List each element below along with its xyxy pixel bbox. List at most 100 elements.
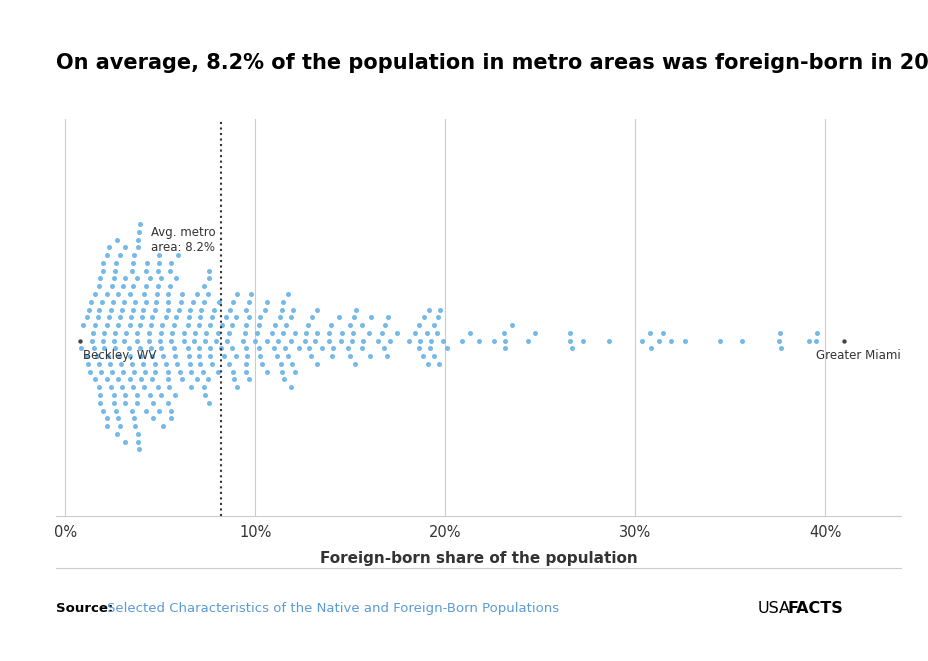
Point bbox=[187, 335, 201, 346]
Point bbox=[92, 359, 107, 369]
Point bbox=[150, 281, 165, 292]
Point bbox=[348, 304, 363, 315]
Point bbox=[223, 304, 238, 315]
Point bbox=[643, 343, 658, 354]
Point bbox=[199, 328, 213, 338]
Point bbox=[655, 328, 670, 338]
Point bbox=[191, 351, 206, 362]
Point bbox=[200, 397, 215, 408]
Point bbox=[138, 281, 153, 292]
Point bbox=[276, 374, 290, 385]
Point bbox=[96, 265, 110, 276]
Point bbox=[168, 390, 183, 401]
Point bbox=[116, 366, 131, 377]
Point bbox=[272, 312, 287, 323]
Point bbox=[285, 304, 300, 315]
Point bbox=[496, 335, 511, 346]
Point bbox=[836, 335, 851, 346]
Point bbox=[142, 328, 157, 338]
Point bbox=[800, 335, 815, 346]
Point bbox=[135, 359, 150, 369]
Point bbox=[238, 359, 253, 369]
Point bbox=[191, 343, 206, 354]
Point bbox=[112, 421, 127, 432]
Point bbox=[92, 304, 107, 315]
Point bbox=[171, 304, 186, 315]
Point bbox=[135, 304, 150, 315]
Point bbox=[161, 382, 175, 393]
Point bbox=[309, 359, 324, 369]
Point bbox=[193, 312, 208, 323]
Point bbox=[83, 366, 97, 377]
Point bbox=[163, 335, 178, 346]
Point bbox=[276, 328, 290, 338]
Point bbox=[226, 296, 240, 307]
Point bbox=[205, 312, 220, 323]
Point bbox=[561, 335, 576, 346]
Point bbox=[93, 397, 108, 408]
Point bbox=[141, 335, 156, 346]
Point bbox=[115, 281, 130, 292]
Point bbox=[114, 304, 129, 315]
Point bbox=[90, 351, 105, 362]
Point bbox=[108, 265, 122, 276]
Point bbox=[174, 289, 188, 299]
Point bbox=[362, 351, 377, 362]
Point bbox=[122, 289, 137, 299]
Point bbox=[125, 382, 140, 393]
Point bbox=[225, 343, 239, 354]
Point bbox=[174, 374, 188, 385]
Point bbox=[380, 351, 394, 362]
Point bbox=[117, 390, 132, 401]
Point bbox=[125, 258, 140, 268]
Point bbox=[297, 335, 312, 346]
Point bbox=[198, 390, 213, 401]
Point bbox=[154, 273, 169, 284]
Point bbox=[197, 281, 212, 292]
Point bbox=[155, 320, 170, 330]
Point bbox=[331, 312, 346, 323]
Point bbox=[225, 320, 239, 330]
Point bbox=[284, 359, 299, 369]
Point bbox=[163, 413, 178, 424]
Point bbox=[118, 242, 133, 253]
Point bbox=[139, 258, 154, 268]
Point bbox=[212, 296, 226, 307]
Point bbox=[182, 304, 197, 315]
Point bbox=[154, 343, 169, 354]
Point bbox=[100, 250, 115, 260]
Point bbox=[634, 335, 649, 346]
Text: Selected Characteristics of the Native and Foreign-Born Populations: Selected Characteristics of the Native a… bbox=[107, 602, 559, 615]
Point bbox=[189, 374, 204, 385]
Point bbox=[254, 359, 269, 369]
Point bbox=[303, 312, 318, 323]
Point bbox=[162, 265, 177, 276]
Point bbox=[242, 374, 257, 385]
Point bbox=[229, 312, 244, 323]
Point bbox=[144, 351, 159, 362]
Point bbox=[143, 343, 158, 354]
Point bbox=[277, 343, 292, 354]
Point bbox=[189, 289, 204, 299]
Point bbox=[102, 359, 117, 369]
Point bbox=[104, 281, 119, 292]
Point bbox=[301, 320, 316, 330]
Point bbox=[110, 428, 124, 439]
Point bbox=[112, 250, 127, 260]
Point bbox=[411, 320, 426, 330]
Point bbox=[133, 374, 148, 385]
Point bbox=[174, 296, 188, 307]
Point bbox=[252, 312, 267, 323]
Point bbox=[251, 343, 265, 354]
Point bbox=[124, 405, 139, 416]
Point bbox=[411, 343, 426, 354]
Point bbox=[127, 421, 142, 432]
Point bbox=[182, 359, 197, 369]
Point bbox=[164, 328, 179, 338]
Point bbox=[110, 289, 125, 299]
Point bbox=[275, 366, 290, 377]
Point bbox=[100, 413, 115, 424]
Point bbox=[564, 343, 579, 354]
Point bbox=[259, 335, 274, 346]
Point bbox=[132, 219, 147, 229]
